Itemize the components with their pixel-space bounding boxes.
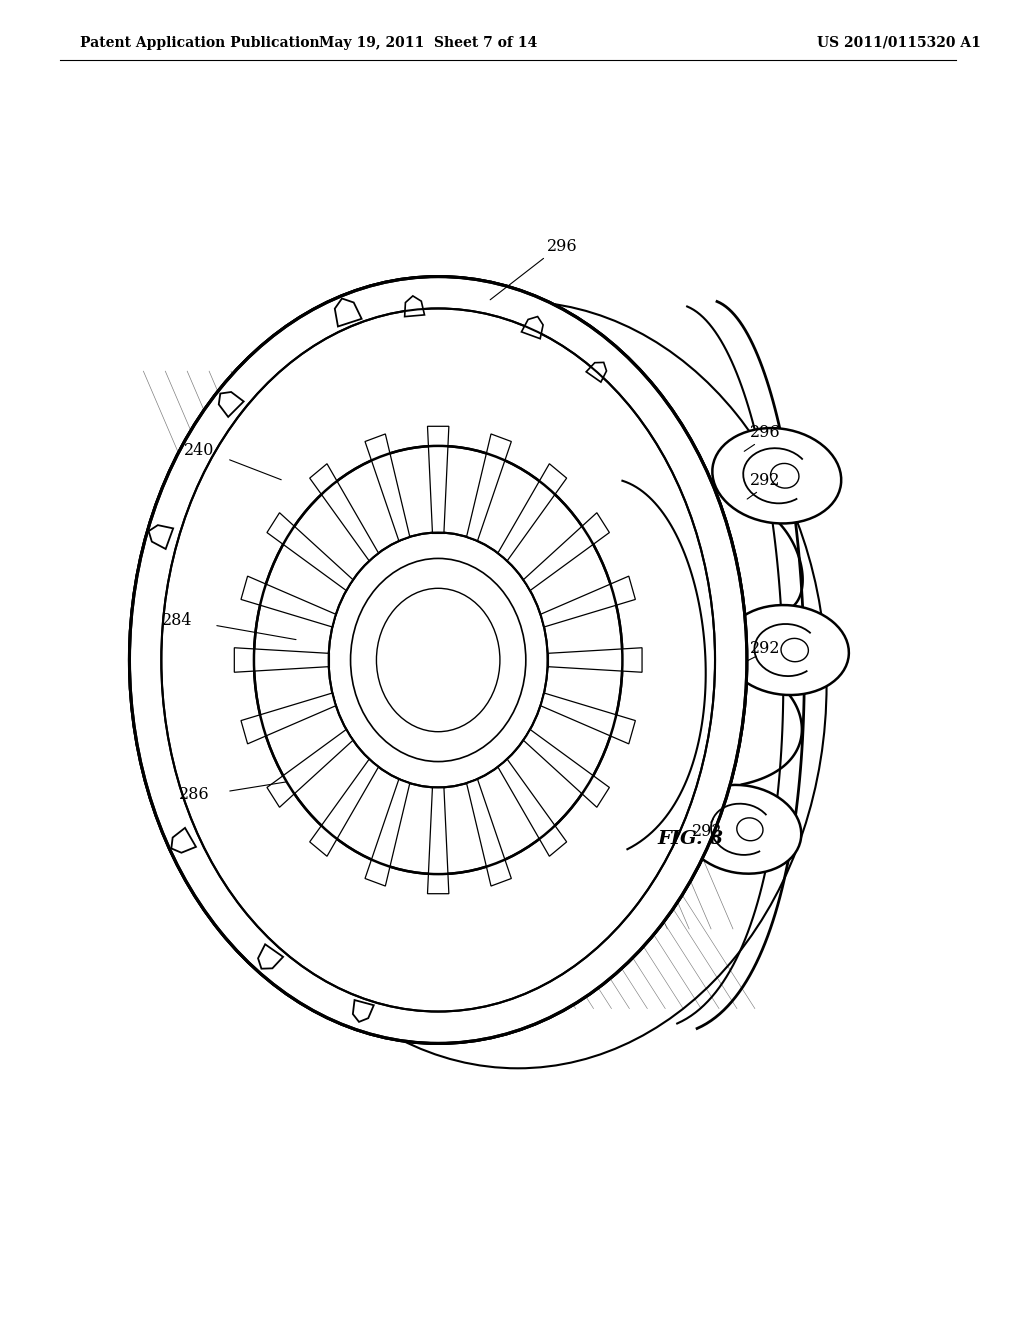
Polygon shape: [267, 512, 353, 590]
Polygon shape: [498, 463, 566, 561]
Polygon shape: [467, 779, 511, 886]
Ellipse shape: [329, 532, 548, 788]
Polygon shape: [521, 317, 543, 339]
Polygon shape: [309, 463, 379, 561]
Ellipse shape: [162, 309, 715, 1011]
Text: 292: 292: [692, 822, 722, 840]
Polygon shape: [241, 693, 336, 744]
Polygon shape: [365, 434, 410, 541]
Polygon shape: [523, 512, 609, 590]
Ellipse shape: [683, 785, 801, 874]
Text: 296: 296: [750, 425, 780, 441]
Polygon shape: [148, 525, 173, 549]
Ellipse shape: [129, 277, 746, 1043]
Polygon shape: [498, 759, 566, 857]
Ellipse shape: [713, 428, 841, 524]
Polygon shape: [404, 296, 425, 317]
Polygon shape: [427, 787, 449, 894]
Text: 284: 284: [162, 611, 193, 628]
Ellipse shape: [209, 301, 826, 1068]
Polygon shape: [353, 1001, 374, 1022]
Polygon shape: [309, 759, 379, 857]
Polygon shape: [427, 426, 449, 533]
Ellipse shape: [129, 277, 746, 1043]
Polygon shape: [541, 576, 635, 627]
Ellipse shape: [725, 605, 849, 696]
Polygon shape: [234, 648, 329, 672]
Polygon shape: [523, 730, 609, 808]
Ellipse shape: [254, 446, 623, 874]
Text: Patent Application Publication: Patent Application Publication: [80, 36, 319, 50]
Ellipse shape: [770, 463, 799, 488]
Text: 240: 240: [184, 442, 214, 459]
Polygon shape: [267, 730, 353, 808]
Text: US 2011/0115320 A1: US 2011/0115320 A1: [816, 36, 981, 50]
Text: May 19, 2011  Sheet 7 of 14: May 19, 2011 Sheet 7 of 14: [319, 36, 538, 50]
Text: 292: 292: [750, 473, 780, 490]
Text: 286: 286: [179, 785, 210, 803]
Polygon shape: [586, 363, 606, 381]
Text: FIG. 8: FIG. 8: [657, 830, 723, 849]
Polygon shape: [258, 944, 283, 969]
Text: 292: 292: [750, 640, 780, 656]
Polygon shape: [365, 779, 410, 886]
Text: 296: 296: [548, 238, 578, 255]
Polygon shape: [467, 434, 511, 541]
Polygon shape: [335, 298, 361, 326]
Polygon shape: [241, 576, 336, 627]
Ellipse shape: [737, 818, 763, 841]
Ellipse shape: [377, 589, 500, 731]
Polygon shape: [219, 392, 244, 417]
Polygon shape: [548, 648, 642, 672]
Ellipse shape: [350, 558, 525, 762]
Ellipse shape: [162, 309, 715, 1011]
Polygon shape: [171, 828, 196, 853]
Polygon shape: [541, 693, 635, 744]
Ellipse shape: [781, 639, 808, 661]
